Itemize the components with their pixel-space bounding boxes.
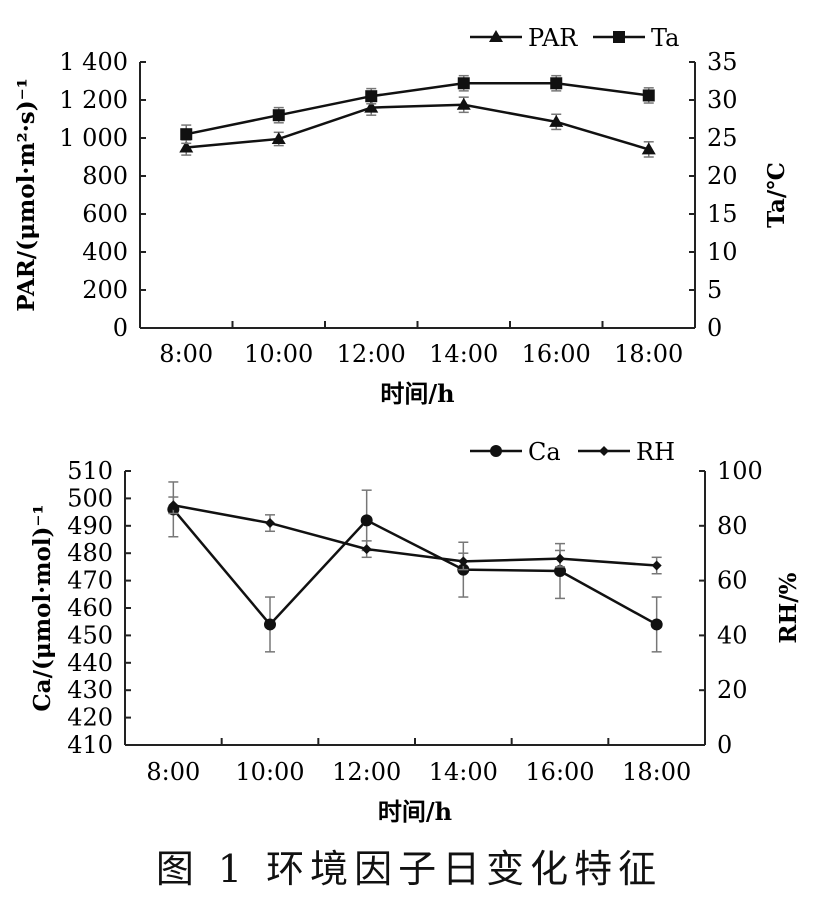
y-left-tick-label: 400 xyxy=(82,238,128,266)
x-tick-label: 16:00 xyxy=(525,758,594,786)
y-right-tick-label: 20 xyxy=(717,676,748,704)
legend-marker xyxy=(613,31,625,43)
series-line xyxy=(185,82,649,136)
x-axis-title: 时间/h xyxy=(378,797,452,826)
y-left-tick-label: 410 xyxy=(67,731,113,759)
y-left-tick-label: 0 xyxy=(113,314,128,342)
y-left-tick-label: 450 xyxy=(67,621,113,649)
y-right-tick-label: 100 xyxy=(717,457,763,485)
legend-marker xyxy=(599,446,609,456)
data-point xyxy=(364,100,379,113)
data-point xyxy=(456,97,471,110)
data-point xyxy=(168,500,179,511)
legend-label: PAR xyxy=(528,24,578,52)
data-point xyxy=(360,514,373,527)
legend-label: Ca xyxy=(528,438,561,466)
y-left-tick-label: 460 xyxy=(67,594,113,622)
series-line xyxy=(172,508,658,627)
data-point xyxy=(641,142,656,155)
y-left-tick-label: 480 xyxy=(67,539,113,567)
y-right-tick-label: 0 xyxy=(717,731,732,759)
y-right-tick-label: 25 xyxy=(707,124,738,152)
legend: PAR Ta xyxy=(470,24,679,52)
series-rh xyxy=(168,496,662,575)
y-right-tick-label: 5 xyxy=(707,276,722,304)
y-left-tick-label: 500 xyxy=(67,484,113,512)
x-tick-label: 14:00 xyxy=(429,340,498,368)
y-right-tick-label: 40 xyxy=(717,621,748,649)
y-left-tick-label: 1 400 xyxy=(59,48,128,76)
x-tick-label: 12:00 xyxy=(337,340,406,368)
y-left-axis-title: PAR/(μmol·m²·s)⁻¹ xyxy=(13,78,40,312)
x-tick-label: 18:00 xyxy=(622,758,691,786)
data-point xyxy=(458,556,469,567)
x-tick-label: 18:00 xyxy=(614,340,683,368)
x-tick-label: 16:00 xyxy=(522,340,591,368)
series-line xyxy=(173,504,657,567)
data-point xyxy=(272,109,285,122)
x-tick-label: 8:00 xyxy=(159,340,213,368)
x-tick-label: 8:00 xyxy=(146,758,200,786)
x-tick-label: 12:00 xyxy=(332,758,401,786)
y-right-tick-label: 10 xyxy=(707,238,738,266)
y-left-tick-label: 600 xyxy=(82,200,128,228)
y-right-tick-label: 30 xyxy=(707,86,738,114)
y-left-tick-label: 1 200 xyxy=(59,86,128,114)
y-left-tick-label: 470 xyxy=(67,567,113,595)
data-point xyxy=(550,77,563,90)
series-ta xyxy=(180,74,655,145)
chart-1: 0 200 400 600 800 1 000 1 200 1 400 0 5 10 15 20 25 30… xyxy=(13,24,790,408)
data-point xyxy=(264,618,276,631)
series-line xyxy=(186,103,650,151)
y-left-tick-label: 510 xyxy=(67,457,113,485)
y-right-tick-label: 15 xyxy=(707,200,738,228)
data-point xyxy=(651,560,662,571)
data-point xyxy=(642,89,655,102)
data-point xyxy=(555,553,565,564)
x-tick-label: 14:00 xyxy=(429,758,498,786)
figure-caption: 图 1 环境因子日变化特征 xyxy=(155,847,663,891)
y-left-tick-label: 430 xyxy=(67,676,113,704)
legend-marker xyxy=(489,30,503,42)
y-left-tick-label: 490 xyxy=(67,512,113,540)
y-right-tick-label: 35 xyxy=(707,48,738,76)
data-point xyxy=(549,114,564,127)
data-point xyxy=(179,140,194,153)
y-right-axis-title: RH/% xyxy=(775,572,802,643)
series-par xyxy=(179,96,656,158)
y-right-tick-label: 20 xyxy=(707,162,738,190)
legend-label: RH xyxy=(636,438,675,466)
data-point xyxy=(650,618,663,631)
legend-label: Ta xyxy=(651,24,679,52)
legend: Ca RH xyxy=(470,438,675,466)
data-point xyxy=(365,90,378,103)
data-point xyxy=(180,128,193,141)
data-point xyxy=(265,518,275,529)
data-point xyxy=(361,544,372,555)
y-left-axis-title: Ca/(μmol·mol)⁻¹ xyxy=(29,504,56,711)
series-ca xyxy=(167,481,663,653)
legend-marker xyxy=(490,445,502,457)
y-left-tick-label: 200 xyxy=(82,276,128,304)
y-right-axis-title: Ta/℃ xyxy=(763,162,790,228)
y-left-tick-label: 1 000 xyxy=(59,124,128,152)
y-right-tick-label: 0 xyxy=(707,314,722,342)
data-point xyxy=(554,565,566,578)
x-tick-label: 10:00 xyxy=(244,340,313,368)
y-right-tick-label: 60 xyxy=(717,567,748,595)
y-left-tick-label: 800 xyxy=(82,162,128,190)
x-tick-label: 10:00 xyxy=(235,758,304,786)
y-right-tick-label: 80 xyxy=(717,512,748,540)
data-point xyxy=(271,131,286,144)
x-axis-title: 时间/h xyxy=(380,379,454,408)
data-point xyxy=(457,77,470,90)
y-left-tick-label: 420 xyxy=(67,704,113,732)
y-left-tick-label: 440 xyxy=(67,649,113,677)
